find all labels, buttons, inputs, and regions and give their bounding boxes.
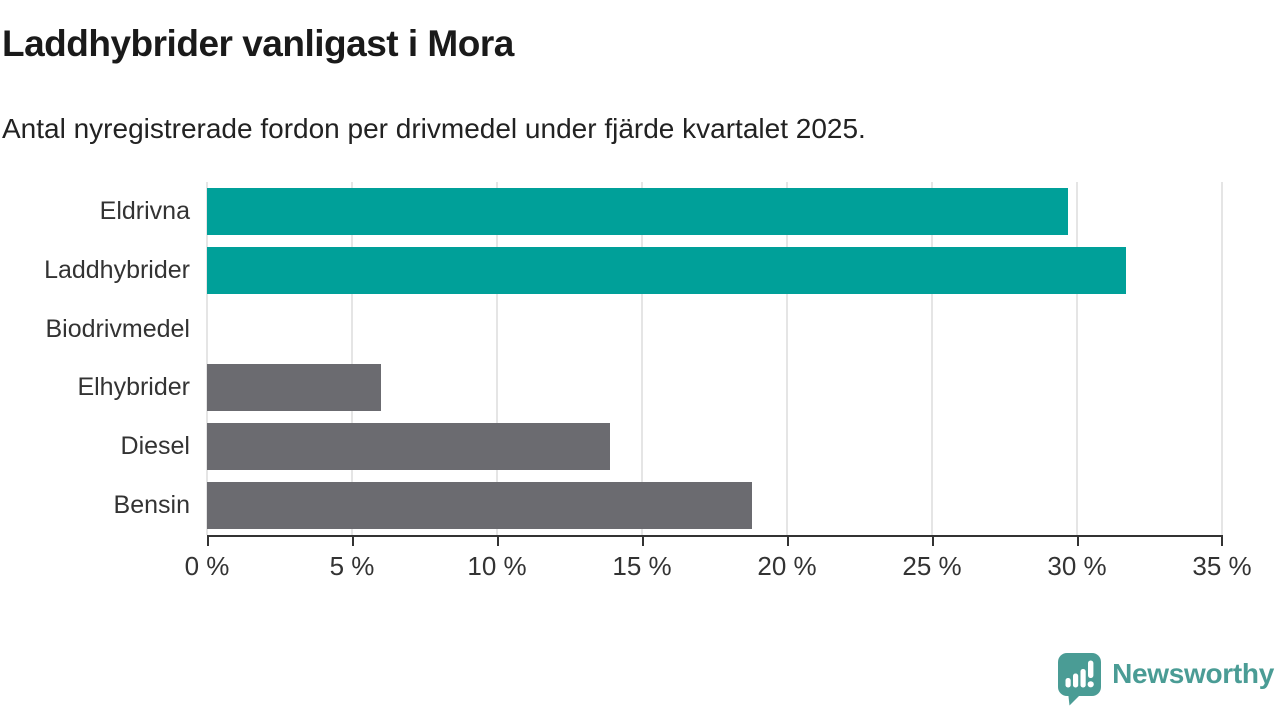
category-label: Biodrivmedel — [45, 314, 190, 343]
newsworthy-logo: Newsworthy — [1056, 652, 1274, 706]
gridline — [351, 182, 353, 535]
x-axis-tick-label: 20 % — [757, 551, 817, 581]
speech-bubble-bar-chart-icon — [1058, 653, 1102, 706]
gridline — [1076, 182, 1078, 535]
x-axis-tick — [787, 537, 789, 546]
bar-bensin — [207, 482, 753, 530]
bar-laddhybrider — [207, 246, 1127, 294]
x-axis-line — [207, 535, 1223, 537]
newsworthy-logo-text: Newsworthy — [1112, 658, 1274, 689]
gridline — [1221, 182, 1223, 535]
category-label: Eldrivna — [99, 196, 190, 225]
gridline — [641, 182, 643, 535]
gridline — [786, 182, 788, 535]
x-axis: 0 % 5 % 10 % 15 % 20 % 25 % 30 % 35 % — [185, 535, 1252, 595]
x-axis-tick-label: 30 % — [1047, 551, 1107, 581]
x-axis-tick — [497, 537, 499, 546]
x-axis-tick-label: 10 % — [467, 551, 527, 581]
category-label: Elhybrider — [77, 373, 190, 402]
x-axis-tick — [207, 537, 209, 546]
x-axis-tick-label: 15 % — [612, 551, 672, 581]
gridline — [931, 182, 933, 535]
x-axis-tick — [642, 537, 644, 546]
x-axis-tick-label: 25 % — [902, 551, 962, 581]
page-subtitle: Antal nyregistrerade fordon per drivmede… — [2, 113, 866, 144]
bar-eldrivna — [207, 187, 1069, 235]
category-label: Bensin — [113, 491, 190, 520]
category-label: Laddhybrider — [44, 255, 190, 284]
page-title: Laddhybrider vanligast i Mora — [2, 23, 514, 64]
x-axis-tick — [352, 537, 354, 546]
bar-elhybrider — [207, 364, 381, 412]
x-axis-tick — [1221, 537, 1223, 546]
category-axis: Eldrivna Laddhybrider Biodrivmedel Elhybrid… — [0, 182, 190, 535]
gridline — [206, 182, 208, 535]
category-label: Diesel — [120, 432, 190, 461]
x-axis-tick — [1077, 537, 1079, 546]
x-axis-tick-label: 5 % — [329, 551, 375, 581]
x-axis-tick-label: 0 % — [184, 551, 230, 581]
gridline — [496, 182, 498, 535]
bar-diesel — [207, 423, 611, 471]
x-axis-tick — [932, 537, 934, 546]
plot-area — [206, 182, 1223, 535]
x-axis-tick-label: 35 % — [1192, 551, 1252, 581]
